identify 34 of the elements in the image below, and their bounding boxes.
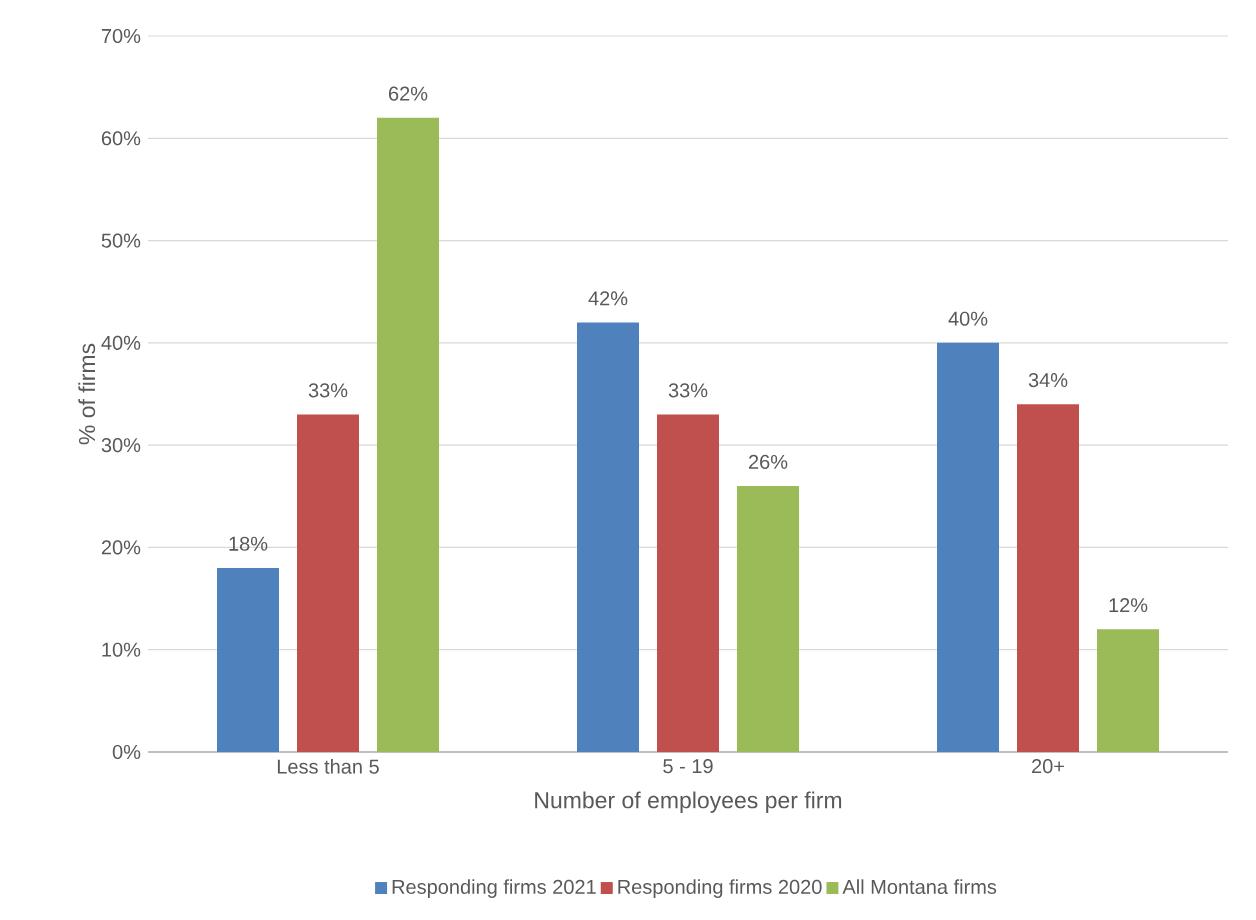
x-tick-label: Less than 5 xyxy=(277,759,379,774)
x-tick-label: 20+ xyxy=(1032,759,1064,774)
y-tick-label: 70% xyxy=(101,28,141,44)
bar xyxy=(377,117,440,752)
data-label: 62% xyxy=(388,86,428,101)
y-tick-label: 30% xyxy=(101,438,141,453)
data-label: 34% xyxy=(1028,373,1068,388)
y-tick-label: 0% xyxy=(112,744,141,760)
bar xyxy=(937,342,1000,752)
legend-label: Responding firms 2020 xyxy=(618,879,822,898)
legend-label: All Montana firms xyxy=(842,879,997,894)
y-tick-label: 10% xyxy=(102,642,141,657)
bar xyxy=(217,567,280,752)
y-axis-title: % of firms xyxy=(78,343,96,445)
data-label: 33% xyxy=(668,383,708,398)
y-tick-label: 40% xyxy=(101,335,141,350)
bar xyxy=(1017,404,1080,752)
bar xyxy=(657,414,720,752)
x-axis-title: Number of employees per firm xyxy=(535,791,842,813)
data-label: 42% xyxy=(588,291,628,306)
legend-label: Responding firms 2021 xyxy=(392,879,596,898)
bar xyxy=(1097,629,1160,752)
y-tick-label: 20% xyxy=(101,540,141,555)
y-tick-label: 50% xyxy=(101,233,141,248)
data-label: 33% xyxy=(308,383,348,398)
bar xyxy=(577,322,640,752)
bar xyxy=(297,414,360,752)
bar xyxy=(737,486,800,752)
data-label: 12% xyxy=(1109,598,1148,613)
data-label: 40% xyxy=(948,311,988,326)
y-tick-label: 60% xyxy=(101,131,141,146)
data-label: 18% xyxy=(229,536,268,551)
data-label: 26% xyxy=(749,454,788,469)
x-tick-label: 5 - 19 xyxy=(663,759,713,774)
